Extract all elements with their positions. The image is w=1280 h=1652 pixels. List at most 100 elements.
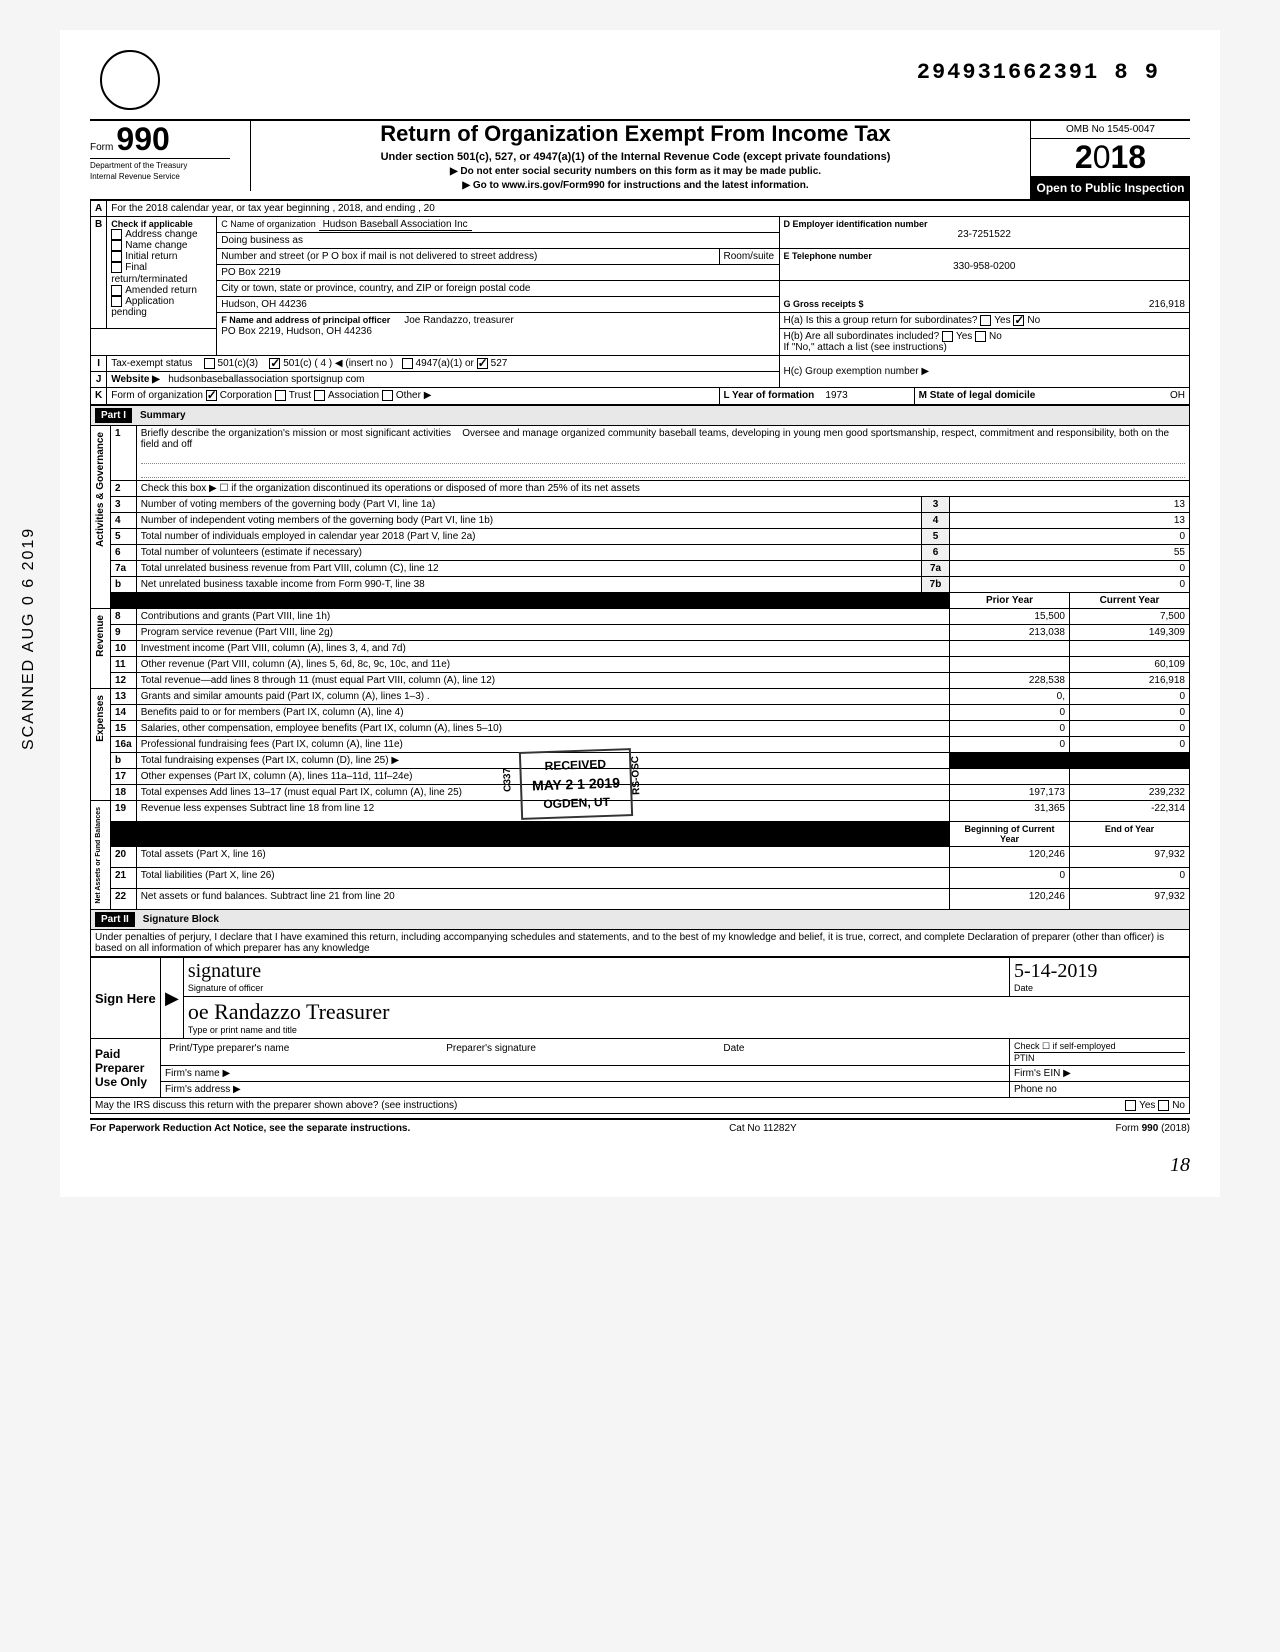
vert-ag: Activities & Governance: [95, 428, 106, 551]
c13: 0: [1070, 688, 1190, 704]
street-value: PO Box 2219: [217, 265, 779, 281]
cb-ha-yes[interactable]: [980, 315, 991, 326]
form-number-box: Form 990 Department of the Treasury Inte…: [90, 121, 230, 181]
hb-label: H(b) Are all subordinates included?: [784, 331, 940, 342]
cb-corp[interactable]: [206, 390, 217, 401]
dba-label: Doing business as: [217, 233, 779, 249]
cb-other[interactable]: [382, 390, 393, 401]
dept-treasury: Department of the Treasury: [90, 158, 230, 170]
s8: Contributions and grants (Part VIII, lin…: [136, 608, 949, 624]
c14: 0: [1070, 704, 1190, 720]
v3: 13: [950, 496, 1190, 512]
col-end: End of Year: [1070, 821, 1190, 846]
cb-527[interactable]: [477, 358, 488, 369]
cb-501c3[interactable]: [204, 358, 215, 369]
p19: 31,365: [950, 800, 1070, 821]
cb-address-change[interactable]: [111, 229, 122, 240]
vert-exp: Expenses: [95, 691, 106, 746]
cb-trust[interactable]: [275, 390, 286, 401]
c15: 0: [1070, 720, 1190, 736]
v5: 0: [950, 528, 1190, 544]
s12: Total revenue—add lines 8 through 11 (mu…: [136, 672, 949, 688]
ein-value: 23-7251522: [784, 229, 1186, 240]
state-label: M State of legal domicile: [919, 390, 1036, 401]
city-value: Hudson, OH 44236: [217, 297, 779, 313]
sig-table: Sign Here ▶ signatureSignature of office…: [90, 957, 1190, 1114]
e-phone-label: E Telephone number: [784, 251, 1186, 261]
main-title: Return of Organization Exempt From Incom…: [261, 121, 1010, 147]
name-title-label: Type or print name and title: [188, 1025, 297, 1035]
cb-hb-no[interactable]: [975, 331, 986, 342]
cb-ha-no[interactable]: [1013, 315, 1024, 326]
c19: -22,314: [1070, 800, 1190, 821]
p12: 228,538: [950, 672, 1070, 688]
room-label: Room/suite: [719, 249, 779, 265]
s13: Grants and similar amounts paid (Part IX…: [136, 688, 949, 704]
c-name-label: C Name of organization: [221, 219, 316, 229]
check-applicable: Check if applicable: [111, 219, 212, 229]
cb-assoc[interactable]: [314, 390, 325, 401]
rsosc-stamp: RS-OSC: [630, 756, 642, 795]
instr-no-ssn: ▶ Do not enter social security numbers o…: [261, 166, 1010, 177]
b22: 120,246: [950, 888, 1070, 909]
p11: [950, 656, 1070, 672]
s16a: Professional fundraising fees (Part IX, …: [136, 736, 949, 752]
paid-preparer: Paid Preparer Use Only: [91, 1039, 161, 1098]
check-self: Check ☐ if self-employed: [1014, 1041, 1185, 1052]
s4: Number of independent voting members of …: [136, 512, 921, 528]
s14: Benefits paid to or for members (Part IX…: [136, 704, 949, 720]
j-label: Website ▶: [111, 374, 160, 385]
cb-501c[interactable]: [269, 358, 280, 369]
cb-hb-yes[interactable]: [942, 331, 953, 342]
line-a: For the 2018 calendar year, or tax year …: [107, 200, 1190, 217]
cb-name-change[interactable]: [111, 240, 122, 251]
s7b: Net unrelated business taxable income fr…: [136, 576, 921, 592]
i-label: Tax-exempt status: [111, 358, 192, 369]
stamp-number: 294931662391 8 9: [917, 60, 1160, 85]
printed-name: oe Randazzo Treasurer: [188, 999, 390, 1024]
c337-stamp: C337: [502, 768, 514, 792]
tax-year: 2018: [1031, 139, 1190, 177]
c10: [1070, 640, 1190, 656]
s10: Investment income (Part VIII, column (A)…: [136, 640, 949, 656]
g-gross-label: G Gross receipts $: [784, 299, 864, 309]
officer-signature: signature: [188, 960, 261, 982]
prep-date-label: Date: [719, 1041, 1005, 1056]
cb-discuss-no[interactable]: [1158, 1100, 1169, 1111]
date-signed: 5-14-2019: [1014, 960, 1097, 982]
discuss-label: May the IRS discuss this return with the…: [95, 1100, 457, 1111]
cb-4947[interactable]: [402, 358, 413, 369]
e20: 97,932: [1070, 846, 1190, 867]
s9: Program service revenue (Part VIII, line…: [136, 624, 949, 640]
instr-url: ▶ Go to www.irs.gov/Form990 for instruct…: [261, 180, 1010, 191]
c12: 216,918: [1070, 672, 1190, 688]
c9: 149,309: [1070, 624, 1190, 640]
s1-label: Briefly describe the organization's miss…: [141, 428, 451, 439]
form-990: 294931662391 8 9 Form 990 Department of …: [60, 30, 1220, 1197]
cb-app-pending[interactable]: [111, 296, 122, 307]
open-public: Open to Public Inspection: [1031, 177, 1190, 199]
v7a: 0: [950, 560, 1190, 576]
form-number: 990: [116, 121, 169, 158]
firm-ein-label: Firm's EIN ▶: [1010, 1066, 1190, 1082]
received-stamp: RECEIVED MAY 2 1 2019 OGDEN, UT C337 RS-…: [519, 748, 633, 820]
paperwork-notice: For Paperwork Reduction Act Notice, see …: [90, 1123, 410, 1134]
received-l2: MAY 2 1 2019: [532, 774, 620, 793]
date-label: Date: [1014, 983, 1033, 993]
cb-initial-return[interactable]: [111, 251, 122, 262]
omb-number: OMB No 1545-0047: [1031, 121, 1190, 139]
cb-final-return[interactable]: [111, 262, 122, 273]
city-label: City or town, state or province, country…: [217, 281, 779, 297]
c8: 7,500: [1070, 608, 1190, 624]
p8: 15,500: [950, 608, 1070, 624]
cb-discuss-yes[interactable]: [1125, 1100, 1136, 1111]
vert-rev: Revenue: [95, 611, 106, 661]
org-name: Hudson Baseball Association Inc: [319, 219, 472, 231]
page-number: 18: [90, 1154, 1190, 1177]
s11: Other revenue (Part VIII, column (A), li…: [136, 656, 949, 672]
s7a: Total unrelated business revenue from Pa…: [136, 560, 921, 576]
cat-no: Cat No 11282Y: [729, 1123, 797, 1134]
cb-amended[interactable]: [111, 285, 122, 296]
sig-officer-label: Signature of officer: [188, 983, 263, 993]
officer-name: Joe Randazzo, treasurer: [404, 315, 514, 326]
